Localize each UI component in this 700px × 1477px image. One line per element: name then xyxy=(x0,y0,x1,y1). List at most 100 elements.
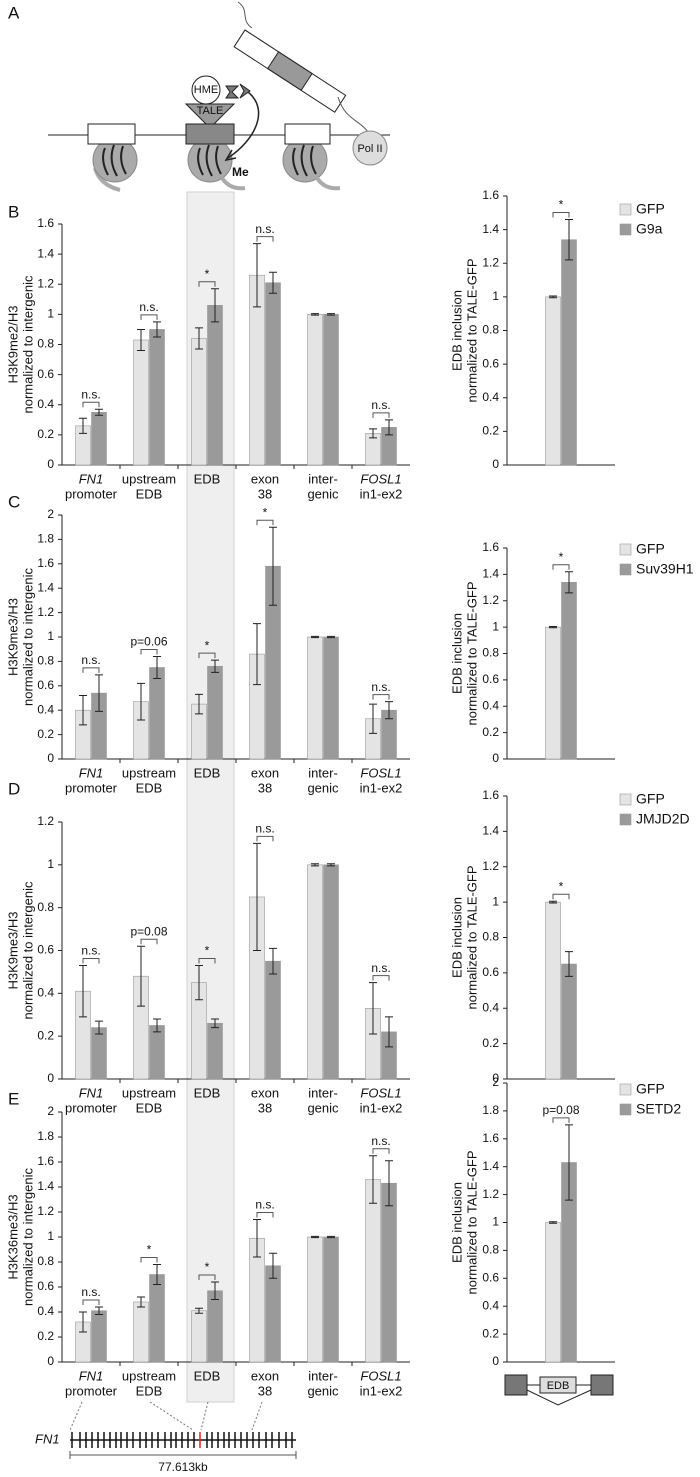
significance-label: * xyxy=(147,1243,152,1257)
significance-bracket xyxy=(140,938,158,945)
error-bar xyxy=(369,1155,377,1204)
x-tick-label: exon xyxy=(251,1085,279,1100)
exon-box xyxy=(87,123,136,145)
error-bar xyxy=(253,243,261,308)
x-tick-label: exon xyxy=(251,765,279,780)
error-bar xyxy=(211,288,219,323)
x-tick-label: FOSL1 xyxy=(360,765,401,780)
x-tick-label: 38 xyxy=(258,1383,272,1398)
error-bar xyxy=(385,1160,393,1207)
y-tick-label: 0.2 xyxy=(37,1028,54,1042)
y-tick-label: 1 xyxy=(492,289,499,303)
error-bar xyxy=(137,945,145,1007)
panel-label: E xyxy=(8,1089,19,1108)
significance-bracket xyxy=(256,835,274,842)
significance-label: n.s. xyxy=(371,398,390,412)
error-bar xyxy=(153,1264,161,1285)
error-bar xyxy=(327,635,335,639)
significance-label: n.s. xyxy=(255,822,274,836)
y-tick-label: 1.2 xyxy=(37,814,54,828)
error-bar xyxy=(269,271,277,294)
error-bar xyxy=(153,1018,161,1033)
error-bar xyxy=(311,635,319,639)
nucleosome-stripes xyxy=(102,144,317,177)
y-tick-label: 1.2 xyxy=(37,276,54,290)
y-tick-label: 2 xyxy=(47,507,54,521)
significance-bracket xyxy=(552,893,570,900)
y-axis-label: H3K9me3/H3 xyxy=(5,598,20,676)
legend-swatch xyxy=(619,563,632,576)
y-axis-label: normalized to intergenic xyxy=(20,567,35,706)
x-tick-label: EDB xyxy=(136,780,163,795)
x-tick-label: EDB xyxy=(194,765,221,780)
bar xyxy=(365,1179,381,1363)
y-tick-label: 1 xyxy=(47,307,54,321)
legend-swatch xyxy=(619,543,632,556)
x-tick-label: upstream xyxy=(122,765,176,780)
x-tick-label: in1-ex2 xyxy=(360,780,403,795)
significance-label: n.s. xyxy=(81,944,100,958)
gene-name: FN1 xyxy=(35,1431,60,1446)
significance-label: n.s. xyxy=(371,680,390,694)
x-tick-label: 38 xyxy=(258,486,272,501)
exon-box xyxy=(284,123,331,145)
error-bar xyxy=(269,947,277,975)
y-tick-label: 0.2 xyxy=(482,424,499,438)
y-axis-label: EDB inclusion xyxy=(449,290,464,371)
y-tick-label: 0 xyxy=(492,457,499,471)
legend-swatch xyxy=(619,813,632,826)
y-tick-label: 1.4 xyxy=(37,1179,54,1193)
bar xyxy=(545,901,561,1080)
error-bar xyxy=(549,295,557,299)
y-tick-label: 1 xyxy=(47,629,54,643)
y-tick-label: 2 xyxy=(47,1104,54,1118)
y-tick-label: 0.8 xyxy=(482,930,499,944)
y-tick-label: 0.2 xyxy=(37,727,54,741)
x-tick-label: genic xyxy=(307,486,339,501)
error-bar xyxy=(195,1307,203,1314)
significance-label: n.s. xyxy=(81,387,100,401)
transcript xyxy=(233,29,347,113)
bar xyxy=(381,1182,397,1363)
significance-bracket xyxy=(198,957,216,964)
significance-label: * xyxy=(205,267,210,281)
y-tick-label: 1.8 xyxy=(482,1103,499,1117)
y-tick-label: 1.6 xyxy=(482,1131,499,1145)
x-tick-label: FOSL1 xyxy=(360,471,401,486)
error-bar xyxy=(549,625,557,629)
x-tick-label: inter- xyxy=(308,471,338,486)
significance-bracket xyxy=(256,236,274,242)
arrow-tip xyxy=(224,149,237,162)
error-bar xyxy=(385,419,393,436)
y-tick-label: 0.6 xyxy=(482,965,499,979)
bar xyxy=(545,626,561,760)
y-tick-label: 1.2 xyxy=(482,593,499,607)
bar xyxy=(207,665,223,760)
x-tick-label: genic xyxy=(307,1383,339,1398)
y-tick-label: 0.8 xyxy=(482,646,499,660)
bar xyxy=(561,239,577,466)
significance-label: n.s. xyxy=(81,1285,100,1299)
y-tick-label: 0 xyxy=(47,457,54,471)
error-bar xyxy=(549,1221,557,1224)
bar xyxy=(91,411,107,466)
y-axis-label: normalized to intergenic xyxy=(20,881,35,1020)
hme-arrow-head xyxy=(225,83,251,99)
y-tick-label: 0 xyxy=(492,1071,499,1085)
x-tick-label: FOSL1 xyxy=(360,1368,401,1383)
error-bar xyxy=(565,219,573,261)
legend-label: JMJD2D xyxy=(636,811,690,827)
significance-label: n.s. xyxy=(371,961,390,975)
y-tick-label: 1.4 xyxy=(482,222,499,236)
y-axis-label: H3K36me3/H3 xyxy=(5,1194,20,1279)
significance-bracket xyxy=(82,401,100,408)
y-tick-label: 1.6 xyxy=(482,540,499,554)
significance-bracket xyxy=(198,652,216,659)
y-tick-label: 1.2 xyxy=(37,605,54,619)
y-tick-label: 0 xyxy=(492,751,499,765)
x-tick-label: promoter xyxy=(65,780,118,795)
error-bar xyxy=(327,863,335,867)
y-tick-label: 1.8 xyxy=(37,532,54,546)
y-tick-label: 1.2 xyxy=(482,859,499,873)
